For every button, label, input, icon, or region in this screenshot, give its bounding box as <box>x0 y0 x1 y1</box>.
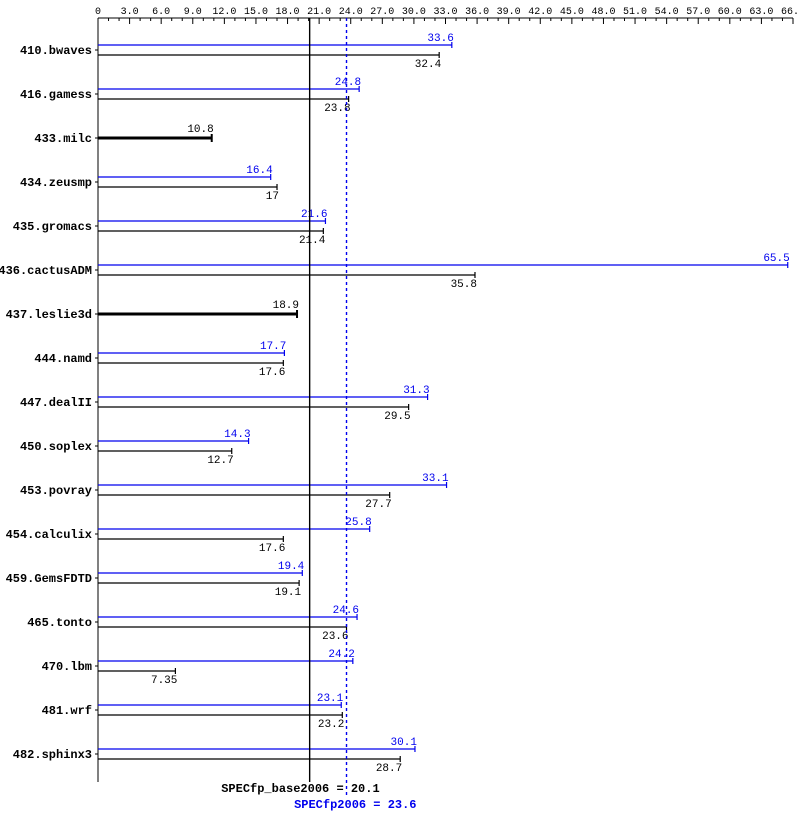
bar-peak-value: 19.4 <box>278 561 305 573</box>
x-tick-label: 48.0 <box>591 7 615 18</box>
benchmark-label: 410.bwaves <box>20 44 92 58</box>
x-tick-label: 6.0 <box>152 7 170 18</box>
bar-base-value: 17.6 <box>259 543 285 555</box>
bar-peak-value: 33.1 <box>422 473 449 485</box>
x-tick-label: 18.0 <box>276 7 300 18</box>
bar-base-value: 27.7 <box>365 499 391 511</box>
x-tick-label: 21.0 <box>307 7 331 18</box>
bar-peak-value: 24.8 <box>335 77 361 89</box>
bar-base-value: 19.1 <box>275 587 302 599</box>
bar-peak-value: 25.8 <box>345 517 371 529</box>
bar-peak-value: 14.3 <box>224 429 250 441</box>
x-tick-label: 42.0 <box>528 7 552 18</box>
benchmark-label: 436.cactusADM <box>0 264 92 278</box>
benchmark-label: 435.gromacs <box>13 220 92 234</box>
benchmark-label: 434.zeusmp <box>20 176 92 190</box>
benchmark-label: 453.povray <box>20 484 92 498</box>
x-tick-label: 36.0 <box>465 7 489 18</box>
benchmark-label: 481.wrf <box>42 704 92 718</box>
benchmark-label: 482.sphinx3 <box>13 748 92 762</box>
x-tick-label: 33.0 <box>433 7 457 18</box>
bar-peak-value: 24.2 <box>328 649 354 661</box>
bar-base-value: 28.7 <box>376 763 402 775</box>
x-tick-label: 54.0 <box>655 7 679 18</box>
bar-base-value: 29.5 <box>384 411 410 423</box>
bar-peak-value: 31.3 <box>403 385 429 397</box>
benchmark-label: 465.tonto <box>27 616 92 630</box>
x-tick-label: 57.0 <box>686 7 710 18</box>
bar-peak-value: 16.4 <box>246 165 273 177</box>
bar-base-value: 23.6 <box>322 631 348 643</box>
x-tick-label: 24.0 <box>339 7 363 18</box>
x-tick-label: 39.0 <box>497 7 521 18</box>
x-tick-label: 9.0 <box>184 7 202 18</box>
benchmark-label: 459.GemsFDTD <box>6 572 92 586</box>
benchmark-label: 416.gamess <box>20 88 92 102</box>
bar-value: 10.8 <box>187 124 213 136</box>
spec-chart: 0 3.0 6.0 9.0 12.0 15.0 18.0 21.0 24.0 27.0 30.0 33… <box>0 0 799 831</box>
bar-peak-value: 30.1 <box>391 737 418 749</box>
summary-peak: SPECfp2006 = 23.6 <box>294 798 416 812</box>
bar-base-value: 21.4 <box>299 235 326 247</box>
benchmark-label: 444.namd <box>34 352 92 366</box>
benchmark-label: 447.dealII <box>20 396 92 410</box>
summary-base: SPECfp_base2006 = 20.1 <box>221 782 379 796</box>
bar-value: 18.9 <box>273 300 299 312</box>
bar-base-value: 35.8 <box>451 279 477 291</box>
bar-base-value: 7.35 <box>151 675 177 687</box>
bar-peak-value: 17.7 <box>260 341 286 353</box>
x-tick-label: 66.0 <box>781 7 799 18</box>
benchmark-label: 450.soplex <box>20 440 92 454</box>
x-tick-label: 60.0 <box>718 7 742 18</box>
x-tick-label: 30.0 <box>402 7 426 18</box>
benchmark-label: 470.lbm <box>42 660 92 674</box>
x-tick-label: 15.0 <box>244 7 268 18</box>
x-tick-label: 51.0 <box>623 7 647 18</box>
x-tick-label: 12.0 <box>212 7 236 18</box>
benchmark-label: 454.calculix <box>6 528 92 542</box>
x-tick-label: 27.0 <box>370 7 394 18</box>
bar-base-value: 12.7 <box>207 455 233 467</box>
bar-base-value: 32.4 <box>415 59 442 71</box>
bar-peak-value: 33.6 <box>427 33 453 45</box>
x-tick-label: 63.0 <box>749 7 773 18</box>
bar-peak-value: 23.1 <box>317 693 344 705</box>
bar-base-value: 17.6 <box>259 367 285 379</box>
x-tick-label: 45.0 <box>560 7 584 18</box>
benchmark-label: 433.milc <box>34 132 92 146</box>
x-tick-label: 3.0 <box>121 7 139 18</box>
bar-peak-value: 65.5 <box>763 253 789 265</box>
benchmark-label: 437.leslie3d <box>6 308 92 322</box>
bar-base-value: 23.2 <box>318 719 344 731</box>
bar-peak-value: 21.6 <box>301 209 327 221</box>
x-tick-label: 0 <box>95 7 101 18</box>
bar-base-value: 17 <box>266 191 279 203</box>
